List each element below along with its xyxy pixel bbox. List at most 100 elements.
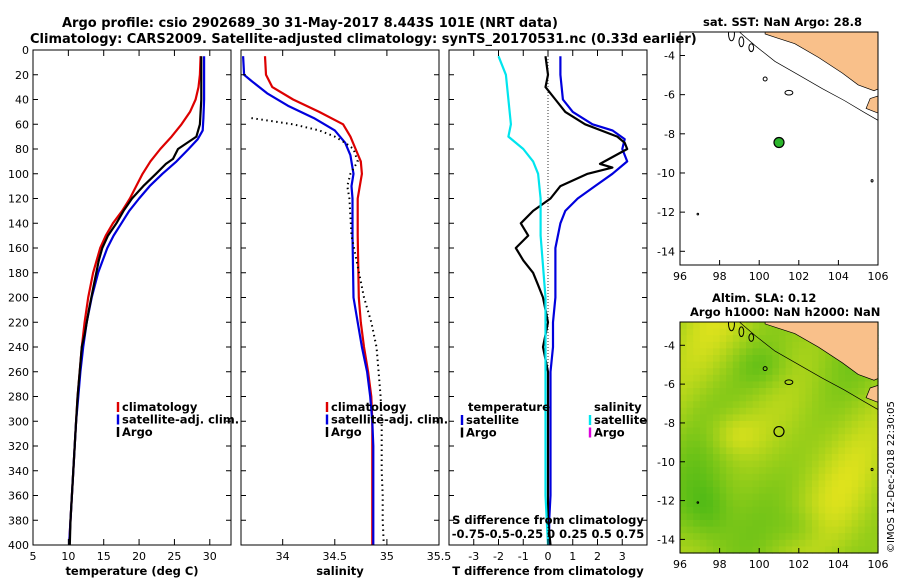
sla-cell: [680, 361, 688, 369]
sla-cell: [792, 539, 800, 547]
sla-cell: [746, 546, 754, 554]
x-tick-label-difference: 2: [594, 550, 601, 563]
sla-cell: [713, 374, 721, 382]
sla-cell: [752, 427, 760, 435]
sla-cell: [699, 401, 707, 409]
sla-cell: [746, 381, 754, 389]
sla-cell: [732, 520, 740, 528]
sla-cell: [779, 381, 787, 389]
sla-cell: [779, 427, 787, 435]
sla-cell: [732, 328, 740, 336]
sla-cell: [851, 513, 859, 521]
sla-cell: [818, 473, 826, 481]
sla-cell: [693, 526, 701, 534]
sla-cell: [726, 355, 734, 363]
sla-cell: [851, 520, 859, 528]
sla-cell: [765, 427, 773, 435]
map-x-tick-label: 96: [673, 558, 687, 571]
sla-cell: [805, 374, 813, 382]
sla-cell: [805, 447, 813, 455]
sla-cell: [739, 407, 747, 415]
map-y-tick-label: -6: [664, 378, 675, 391]
sla-cell: [792, 401, 800, 409]
sla-cell: [759, 513, 767, 521]
sla-cell: [752, 520, 760, 528]
sla-cell: [686, 506, 694, 514]
y-tick-label: 200: [8, 292, 29, 305]
map-x-tick-label: 104: [828, 270, 849, 283]
sla-cell: [713, 388, 721, 396]
sla-cell: [838, 447, 846, 455]
sla-cell: [792, 533, 800, 541]
sla-cell: [746, 533, 754, 541]
sla-cell: [759, 341, 767, 349]
legend-label-temperature: Argo: [122, 425, 153, 439]
sla-cell: [739, 539, 747, 547]
sla-cell: [765, 533, 773, 541]
sla-cell: [693, 322, 701, 330]
sla-cell: [779, 361, 787, 369]
map-y-tick-label: -4: [664, 339, 675, 352]
sla-cell: [680, 440, 688, 448]
sla-cell: [831, 460, 839, 468]
sla-cell: [805, 341, 813, 349]
sla-cell: [719, 526, 727, 534]
sla-cell: [792, 368, 800, 376]
sla-cell: [752, 454, 760, 462]
sla-cell: [759, 493, 767, 501]
sla-cell: [785, 407, 793, 415]
sla-cell: [858, 480, 866, 488]
sla-cell: [726, 427, 734, 435]
sla-cell: [686, 487, 694, 495]
sla-cell: [726, 480, 734, 488]
sla-cell: [851, 460, 859, 468]
sla-cell: [831, 473, 839, 481]
land-sumatra: [764, 32, 878, 92]
sla-cell: [812, 460, 820, 468]
sla-cell: [752, 414, 760, 422]
sla-cell: [746, 421, 754, 429]
sla-cell: [858, 467, 866, 475]
sla-cell: [825, 506, 833, 514]
sla-cell: [746, 467, 754, 475]
sla-cell: [772, 546, 780, 554]
map-sla-title-line2: Argo h1000: NaN h2000: NaN: [690, 305, 880, 319]
sla-cell: [772, 401, 780, 409]
sla-cell: [851, 434, 859, 442]
sla-cell: [785, 533, 793, 541]
sla-cell: [759, 526, 767, 534]
sla-cell: [838, 454, 846, 462]
sla-cell: [858, 388, 866, 396]
sla-cell: [779, 355, 787, 363]
sla-cell: [864, 427, 872, 435]
sla-cell: [798, 361, 806, 369]
sla-cell: [831, 467, 839, 475]
sla-cell: [858, 414, 866, 422]
sla-cell: [845, 374, 853, 382]
sla-cell: [831, 414, 839, 422]
map-frame: [679, 321, 879, 554]
sla-cell: [871, 473, 879, 481]
sla-cell: [825, 368, 833, 376]
sla-cell: [785, 454, 793, 462]
sla-cell: [825, 381, 833, 389]
sla-cell: [706, 440, 714, 448]
sla-cell: [719, 487, 727, 495]
sla-cell: [759, 447, 767, 455]
sla-cell: [699, 368, 707, 376]
sla-cell: [772, 407, 780, 415]
sla-cell: [752, 335, 760, 343]
sla-cell: [779, 487, 787, 495]
sla-cell: [845, 454, 853, 462]
sla-cell: [785, 328, 793, 336]
sla-heatmap-layer: [680, 322, 879, 554]
sla-cell: [686, 355, 694, 363]
sla-cell: [719, 401, 727, 409]
sla-cell: [838, 473, 846, 481]
sla-cell: [765, 546, 773, 554]
sla-cell: [765, 539, 773, 547]
frame-layer: 5 10 15 20 25 3002040608010012014016018020022…: [8, 31, 889, 571]
sla-cell: [772, 341, 780, 349]
sla-cell: [739, 487, 747, 495]
sla-cell: [765, 520, 773, 528]
